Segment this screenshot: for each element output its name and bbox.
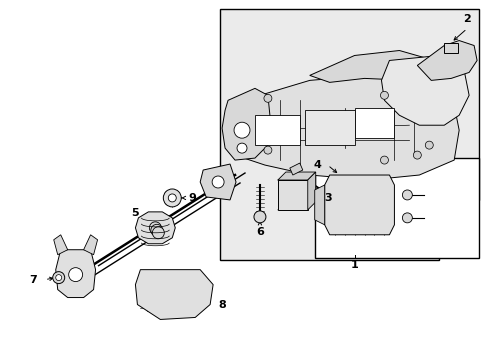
Circle shape bbox=[264, 94, 271, 102]
Circle shape bbox=[149, 222, 161, 234]
Circle shape bbox=[234, 122, 249, 138]
Polygon shape bbox=[54, 235, 67, 255]
Circle shape bbox=[212, 176, 224, 188]
Circle shape bbox=[425, 141, 432, 149]
Circle shape bbox=[56, 275, 61, 280]
Circle shape bbox=[53, 272, 64, 284]
Text: 5: 5 bbox=[131, 208, 139, 218]
Text: 1: 1 bbox=[350, 260, 358, 270]
Bar bbox=[254, 115, 299, 145]
Circle shape bbox=[380, 156, 387, 164]
Circle shape bbox=[152, 227, 164, 239]
Polygon shape bbox=[324, 175, 394, 235]
Bar bbox=[304, 110, 354, 145]
Bar bbox=[354, 108, 394, 138]
Circle shape bbox=[163, 189, 181, 207]
Polygon shape bbox=[227, 75, 458, 180]
Polygon shape bbox=[309, 50, 458, 105]
Circle shape bbox=[168, 194, 176, 202]
Circle shape bbox=[402, 213, 411, 223]
Circle shape bbox=[412, 151, 421, 159]
Polygon shape bbox=[277, 180, 307, 210]
Text: 6: 6 bbox=[256, 227, 264, 237]
Circle shape bbox=[402, 190, 411, 200]
Polygon shape bbox=[289, 163, 302, 175]
Polygon shape bbox=[381, 55, 468, 125]
Circle shape bbox=[68, 268, 82, 282]
Polygon shape bbox=[56, 250, 95, 298]
Circle shape bbox=[380, 91, 387, 99]
Polygon shape bbox=[200, 164, 236, 200]
Bar bbox=[314, 158, 478, 258]
Polygon shape bbox=[135, 212, 175, 244]
Polygon shape bbox=[307, 172, 315, 210]
Circle shape bbox=[151, 224, 163, 236]
Text: 7: 7 bbox=[29, 275, 37, 285]
Polygon shape bbox=[83, 235, 98, 255]
Polygon shape bbox=[135, 270, 213, 319]
Polygon shape bbox=[443, 42, 457, 54]
Circle shape bbox=[253, 211, 265, 223]
Text: 2: 2 bbox=[462, 14, 470, 24]
Polygon shape bbox=[220, 9, 478, 260]
Polygon shape bbox=[222, 88, 269, 160]
Polygon shape bbox=[314, 185, 324, 225]
Circle shape bbox=[264, 146, 271, 154]
Text: 9: 9 bbox=[188, 193, 196, 203]
Polygon shape bbox=[277, 172, 315, 180]
Text: 4: 4 bbox=[313, 160, 321, 170]
Circle shape bbox=[237, 143, 246, 153]
Polygon shape bbox=[416, 41, 476, 80]
Text: 3: 3 bbox=[323, 193, 331, 203]
Text: 8: 8 bbox=[218, 300, 225, 310]
